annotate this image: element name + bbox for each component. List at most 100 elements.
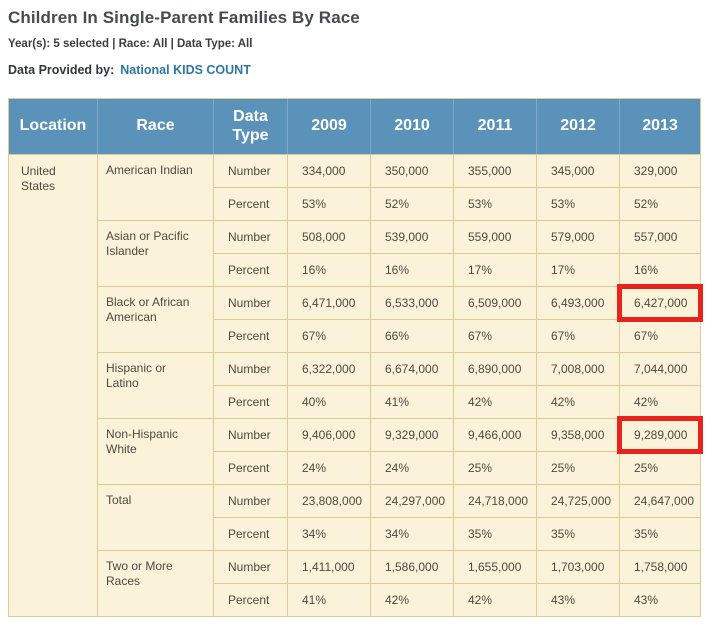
value-cell: 508,000 [287, 220, 371, 254]
data-provided-label: Data Provided by: [8, 63, 115, 77]
table-row: Asian or Pacific Islander Number 508,000 53… [9, 220, 701, 287]
value-cell: 35% [453, 517, 537, 551]
table-row: Percent 16% 16% 17% 17% 16% [9, 253, 701, 287]
value-cell: 53% [453, 187, 537, 221]
value-cell: 67% [536, 319, 620, 353]
page: Children In Single-Parent Families By Ra… [8, 8, 708, 617]
race-cell: Black or African American [97, 286, 214, 353]
data-provided-line: Data Provided by: National KIDS COUNT [8, 63, 708, 77]
value-cell: 23,808,000 [287, 484, 371, 518]
data-type-cell: Percent [213, 187, 288, 221]
table-row: Percent 41% 42% 42% 43% 43% [9, 583, 701, 617]
value-cell: 16% [370, 253, 454, 287]
value-cell: 42% [536, 385, 620, 419]
table-row: Total Number 23,808,000 24,297,000 24,718,00… [9, 484, 701, 551]
race-cell: Non-Hispanic White [97, 418, 214, 485]
value-cell: 16% [619, 253, 701, 287]
location-cell: United States [8, 154, 98, 617]
table-row: United States American Indian Number 334,00… [8, 154, 701, 617]
value-cell: 52% [370, 187, 454, 221]
value-cell: 579,000 [536, 220, 620, 254]
data-type-cell: Number [213, 484, 288, 518]
value-cell: 1,411,000 [287, 550, 371, 584]
value-cell: 42% [370, 583, 454, 617]
value-cell: 1,758,000 [619, 550, 701, 584]
value-cell: 1,586,000 [370, 550, 454, 584]
value-cell: 539,000 [370, 220, 454, 254]
value-cell: 24,647,000 [619, 484, 701, 518]
value-cell: 41% [287, 583, 371, 617]
race-cell: Two or More Races [97, 550, 214, 617]
data-provided-link[interactable]: National KIDS COUNT [120, 63, 251, 77]
value-cell: 67% [287, 319, 371, 353]
table-row: Black or African American Number 6,471,000… [9, 284, 704, 353]
value-cell: 9,466,000 [453, 418, 537, 452]
table-row: Non-Hispanic White Number 9,406,000 9,329,0… [9, 416, 704, 485]
value-cell: 6,890,000 [453, 352, 537, 386]
data-type-cell: Percent [213, 583, 288, 617]
value-cell: 16% [287, 253, 371, 287]
value-cell: 53% [287, 187, 371, 221]
value-cell: 24% [287, 451, 371, 485]
value-cell: 7,008,000 [536, 352, 620, 386]
value-cell: 40% [287, 385, 371, 419]
value-cell: 329,000 [619, 154, 701, 188]
value-cell: 6,674,000 [370, 352, 454, 386]
value-cell: 66% [370, 319, 454, 353]
data-type-cell: Number [213, 550, 288, 584]
value-cell: 24,718,000 [453, 484, 537, 518]
data-table: Location Race Data Type 2009 2010 2011 2… [8, 98, 704, 617]
race-cell: Asian or Pacific Islander [97, 220, 214, 287]
data-type-cell: Number [213, 220, 288, 254]
table-row: Percent 40% 41% 42% 42% 42% [9, 385, 701, 419]
table-row: Two or More Races Number 1,411,000 1,586,00… [9, 550, 701, 617]
column-header-2013: 2013 [619, 98, 701, 155]
value-cell: 67% [619, 319, 701, 353]
value-cell: 34% [370, 517, 454, 551]
table-row: Percent 67% 66% 67% 67% 67% [9, 319, 701, 353]
value-cell: 25% [453, 451, 537, 485]
value-cell: 17% [536, 253, 620, 287]
filter-summary: Year(s): 5 selected | Race: All | Data T… [8, 38, 253, 50]
value-cell: 6,493,000 [536, 286, 620, 320]
data-type-cell: Percent [213, 451, 288, 485]
value-cell: 43% [619, 583, 701, 617]
page-title: Children In Single-Parent Families By Ra… [8, 8, 360, 27]
data-type-cell: Percent [213, 385, 288, 419]
table-body: United States American Indian Number 334,00… [8, 154, 704, 617]
value-cell: 6,471,000 [287, 286, 371, 320]
data-type-cell: Percent [213, 517, 288, 551]
data-type-cell: Number [213, 286, 288, 320]
column-header-2012: 2012 [536, 98, 620, 155]
table-header: Location Race Data Type 2009 2010 2011 2… [8, 98, 701, 155]
value-cell: 6,533,000 [370, 286, 454, 320]
value-cell-highlighted: 9,289,000 [617, 416, 704, 455]
value-cell: 355,000 [453, 154, 537, 188]
value-cell: 52% [619, 187, 701, 221]
column-header-data-type: Data Type [213, 98, 288, 155]
value-cell: 7,044,000 [619, 352, 701, 386]
value-cell: 334,000 [287, 154, 371, 188]
value-cell: 67% [453, 319, 537, 353]
data-type-cell: Percent [213, 253, 288, 287]
value-cell-highlighted: 6,427,000 [617, 284, 704, 323]
value-cell: 24,297,000 [370, 484, 454, 518]
value-cell: 557,000 [619, 220, 701, 254]
value-cell: 1,703,000 [536, 550, 620, 584]
table-row: Hispanic or Latino Number 6,322,000 6,674,0… [9, 352, 701, 419]
value-cell: 35% [536, 517, 620, 551]
value-cell: 6,509,000 [453, 286, 537, 320]
column-header-race: Race [97, 98, 214, 155]
value-cell: 9,406,000 [287, 418, 371, 452]
race-cell: Hispanic or Latino [97, 352, 214, 419]
data-type-cell: Number [213, 418, 288, 452]
data-type-cell: Number [213, 352, 288, 386]
value-cell: 42% [453, 583, 537, 617]
value-cell: 17% [453, 253, 537, 287]
value-cell: 9,358,000 [536, 418, 620, 452]
value-cell: 9,329,000 [370, 418, 454, 452]
table-row: Percent 34% 34% 35% 35% 35% [9, 517, 701, 551]
value-cell: 41% [370, 385, 454, 419]
value-cell: 6,322,000 [287, 352, 371, 386]
value-cell: 42% [619, 385, 701, 419]
